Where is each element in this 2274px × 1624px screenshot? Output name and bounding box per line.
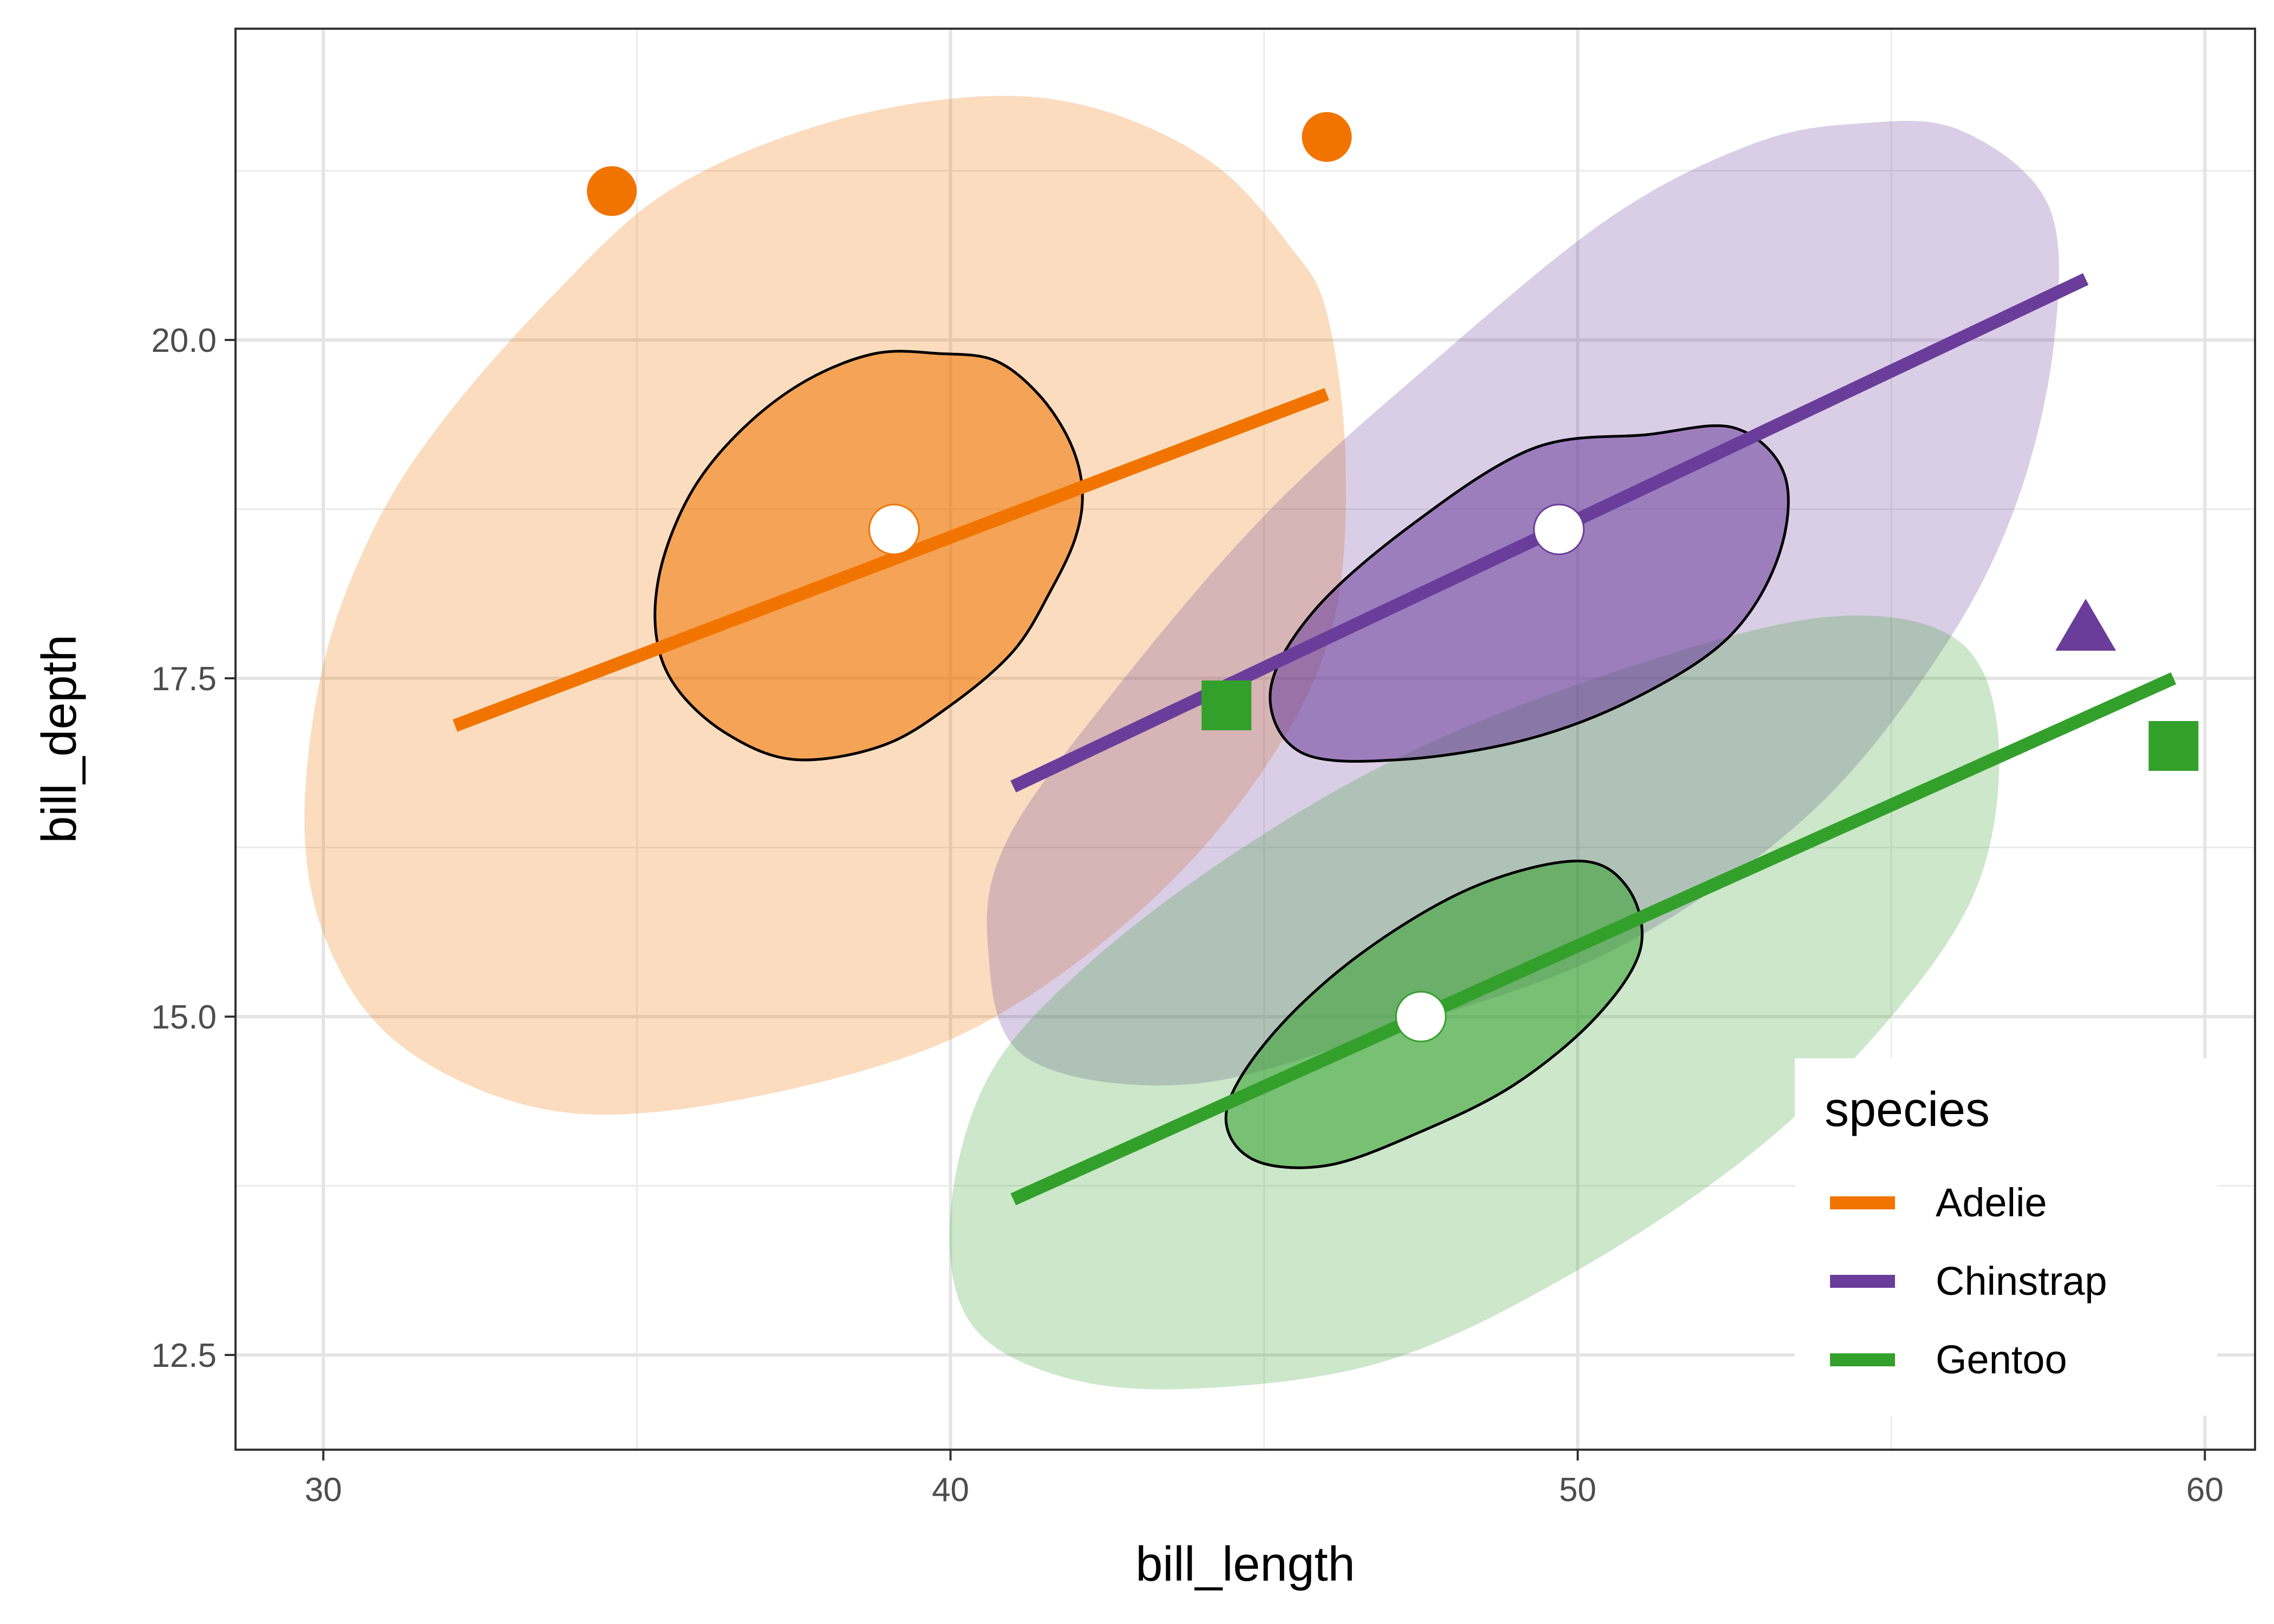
y-axis-ticks: 12.5 15.0 17.5 20.0 [151,322,236,1374]
y-axis-title: bill_depth [32,634,87,843]
outlier-point-gentoo-1 [1201,680,1252,730]
fit-line-gentoo [1010,672,2177,1206]
x-axis-title: bill_length [1135,1537,1355,1592]
legend-label-chinstrap: Chinstrap [1936,1259,2107,1304]
mean-point-adelie [868,503,920,555]
mean-points [868,503,1585,1043]
x-tick-label-60: 60 [2186,1471,2224,1509]
inner-ellipse-adelie [654,350,1084,762]
mean-point-gentoo [1395,991,1447,1043]
x-tick-label-30: 30 [305,1471,342,1509]
y-tick-label-17.5: 17.5 [151,660,217,698]
outlier-points [587,112,2199,771]
y-tick-label-20: 20.0 [151,322,217,359]
minor-gridlines [236,29,2255,1450]
outlier-point-adelie-1 [587,166,637,216]
fit-line-adelie [453,388,1329,732]
legend-keys [1830,1196,1895,1366]
x-tick-label-40: 40 [932,1471,969,1509]
mean-point-chinstrap [1533,503,1585,555]
inner-ellipse-chinstrap [1269,424,1790,763]
y-tick-label-12.5: 12.5 [151,1337,217,1374]
legend: species Adelie Chinstrap Gentoo [1795,1058,2217,1416]
x-axis-ticks: 30 40 50 60 [305,1450,2224,1509]
y-tick-label-15: 15.0 [151,999,217,1036]
legend-title: species [1825,1083,1990,1137]
legend-label-gentoo: Gentoo [1936,1337,2067,1382]
outlier-point-chinstrap-1 [2055,598,2116,651]
plot-panel-border [234,28,2256,1451]
x-tick-label-50: 50 [1559,1471,1596,1509]
outlier-point-gentoo-2 [2148,721,2199,771]
legend-label-adelie: Adelie [1936,1180,2047,1225]
outlier-point-adelie-2 [1302,112,1352,162]
